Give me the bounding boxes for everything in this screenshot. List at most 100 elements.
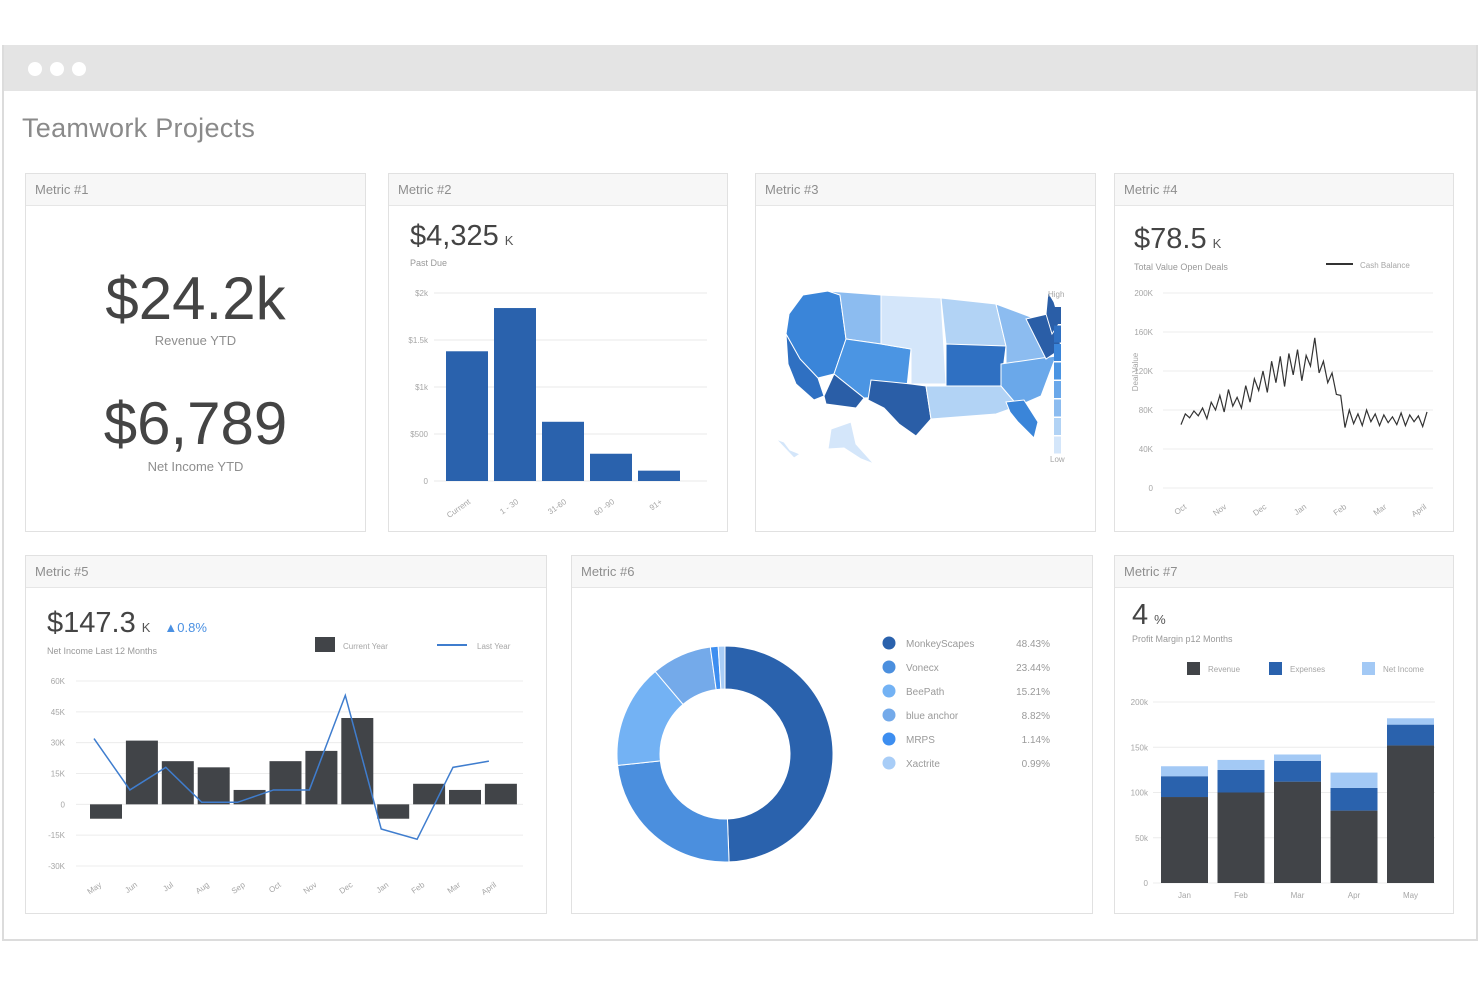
- revenue-ytd-label: Revenue YTD: [154, 333, 237, 348]
- y-tick-label: 200K: [1134, 289, 1153, 298]
- window-close-dot[interactable]: [28, 62, 42, 76]
- map-region-southwest[interactable]: [823, 373, 865, 409]
- stacked-bar-segment: [1161, 776, 1208, 798]
- y-tick-label: 150k: [1131, 743, 1149, 752]
- x-tick-label: Aug: [194, 880, 211, 896]
- donut-chart: MonkeyScapes 48.43% Vonecx 23.44% BeePath 15.…: [616, 636, 1050, 863]
- usa-map: [775, 290, 1062, 465]
- x-tick-label: Nov: [1211, 502, 1228, 518]
- bar: [90, 804, 122, 819]
- x-tick-label: Oct: [267, 880, 283, 895]
- legend-swatch: [1269, 662, 1282, 675]
- legend-swatch: [1362, 662, 1375, 675]
- y-tick-label: 0: [61, 800, 66, 809]
- map-region-florida[interactable]: [1005, 399, 1039, 439]
- map-region-south[interactable]: [925, 385, 1019, 420]
- bar: [125, 740, 158, 805]
- map-legend: [1054, 307, 1061, 454]
- last-year-line: [93, 692, 490, 841]
- kpi-unit: K: [141, 620, 151, 635]
- legend-label: Cash Balance: [1360, 261, 1410, 270]
- panel-title: Metric #4: [1115, 174, 1453, 206]
- past-due-kpi: $4,325 K: [410, 220, 513, 253]
- past-due-bar-chart: 0 $500 $1k $1.5k $2k Current 1 - 30 31-60 60 -90…: [408, 289, 707, 520]
- legend-dot: [882, 732, 896, 746]
- y-tick-label: 50k: [1135, 834, 1149, 843]
- metric-5-panel: Metric #5 $147.3 K ▲0.8% Net Income Last 1…: [25, 555, 547, 914]
- x-tick-label: Current: [445, 497, 473, 520]
- bar: [377, 804, 410, 819]
- y-tick-label: $500: [410, 430, 428, 439]
- map-region-california[interactable]: [785, 333, 825, 401]
- window-minimize-dot[interactable]: [50, 62, 64, 76]
- legend-label: Revenue: [1208, 665, 1241, 674]
- legend-dot: [882, 708, 896, 722]
- window-titlebar: [4, 45, 1476, 91]
- y-tick-label: 0: [1144, 879, 1149, 888]
- map-region-texas[interactable]: [867, 379, 932, 437]
- legend-label: MonkeyScapes: [906, 639, 974, 650]
- x-tick-label: May: [86, 880, 104, 896]
- stacked-bar-segment: [1387, 718, 1434, 725]
- x-tick-label: 60 -90: [592, 497, 616, 518]
- x-tick-label: Nov: [302, 880, 319, 896]
- stacked-bar-segment: [1387, 745, 1434, 883]
- x-tick-label: Mar: [446, 880, 463, 895]
- metric-6-panel: Metric #6 MonkeyScapes 48.43% Vonecx 23.44%…: [571, 555, 1093, 914]
- stacked-bar-segment: [1330, 787, 1378, 811]
- bar: [494, 308, 536, 481]
- panel-title: Metric #5: [26, 556, 546, 588]
- legend-swatch: [1054, 418, 1061, 435]
- x-tick-label: Sep: [230, 880, 247, 896]
- x-tick-label: 1 - 30: [498, 497, 520, 516]
- x-tick-label: Mar: [1291, 891, 1305, 900]
- y-tick-label: 45K: [51, 708, 66, 717]
- bar: [269, 761, 302, 805]
- y-tick-label: 40K: [1139, 445, 1154, 454]
- stacked-bar-segment: [1387, 724, 1434, 746]
- legend-label: MRPS: [906, 735, 935, 746]
- stacked-bar-segment: [1161, 766, 1208, 777]
- kpi-value: $78.5: [1134, 223, 1207, 255]
- y-tick-label: 60K: [51, 677, 66, 686]
- legend-label: Expenses: [1290, 665, 1325, 674]
- y-tick-label: $2k: [415, 289, 429, 298]
- legend-label: Vonecx: [906, 663, 939, 674]
- y-tick-label: 200k: [1131, 698, 1149, 707]
- net-income-ytd-label: Net Income YTD: [147, 459, 244, 474]
- metric-7-panel: Metric #7 4% Profit Margin p12 Months 0 5…: [1114, 555, 1454, 914]
- x-tick-label: Mar: [1372, 502, 1389, 517]
- cash-balance-line-chart: 0 40K 80K 120K 160K 200K Deal Value Oct Nov Dec Ja…: [1131, 261, 1433, 519]
- cash-balance-line: [1180, 337, 1428, 429]
- net-income-bar-line-chart: -30K -15K 0 15K 30K 45K 60K May Jun Jul Aug Sep Oct N…: [48, 637, 523, 897]
- stacked-bar-segment: [1161, 797, 1208, 883]
- map-region-central[interactable]: [945, 343, 1007, 389]
- legend-swatch: [1054, 325, 1061, 343]
- map-region-alaska[interactable]: [827, 421, 875, 465]
- stacked-bar-segment: [1274, 781, 1321, 883]
- kpi-value: 4: [1132, 599, 1149, 631]
- open-deals-kpi: $78.5 K: [1134, 223, 1221, 256]
- legend-swatch: [1054, 362, 1061, 380]
- map-region-hawaii[interactable]: [775, 438, 802, 459]
- stacked-bar-segment: [1274, 754, 1321, 761]
- bar: [484, 783, 517, 805]
- y-tick-label: $1k: [415, 383, 429, 392]
- legend-swatch: [315, 637, 335, 652]
- x-tick-label: Jun: [123, 880, 139, 895]
- profit-margin-kpi: 4%: [1132, 599, 1166, 632]
- bar: [449, 789, 481, 805]
- y-tick-label: 120K: [1134, 367, 1153, 376]
- legend-label: blue anchor: [906, 711, 959, 722]
- panel-title: Metric #6: [572, 556, 1092, 588]
- panel-title: Metric #2: [389, 174, 727, 206]
- x-tick-label: Jan: [375, 880, 391, 895]
- x-tick-label: Jan: [1292, 502, 1308, 517]
- y-tick-label: 0: [424, 477, 429, 486]
- window-maximize-dot[interactable]: [72, 62, 86, 76]
- legend-dot: [882, 636, 896, 650]
- legend-swatch: [1054, 381, 1061, 398]
- x-tick-label: Jan: [1178, 891, 1191, 900]
- panel-title: Metric #7: [1115, 556, 1453, 588]
- y-tick-label: 160K: [1134, 328, 1153, 337]
